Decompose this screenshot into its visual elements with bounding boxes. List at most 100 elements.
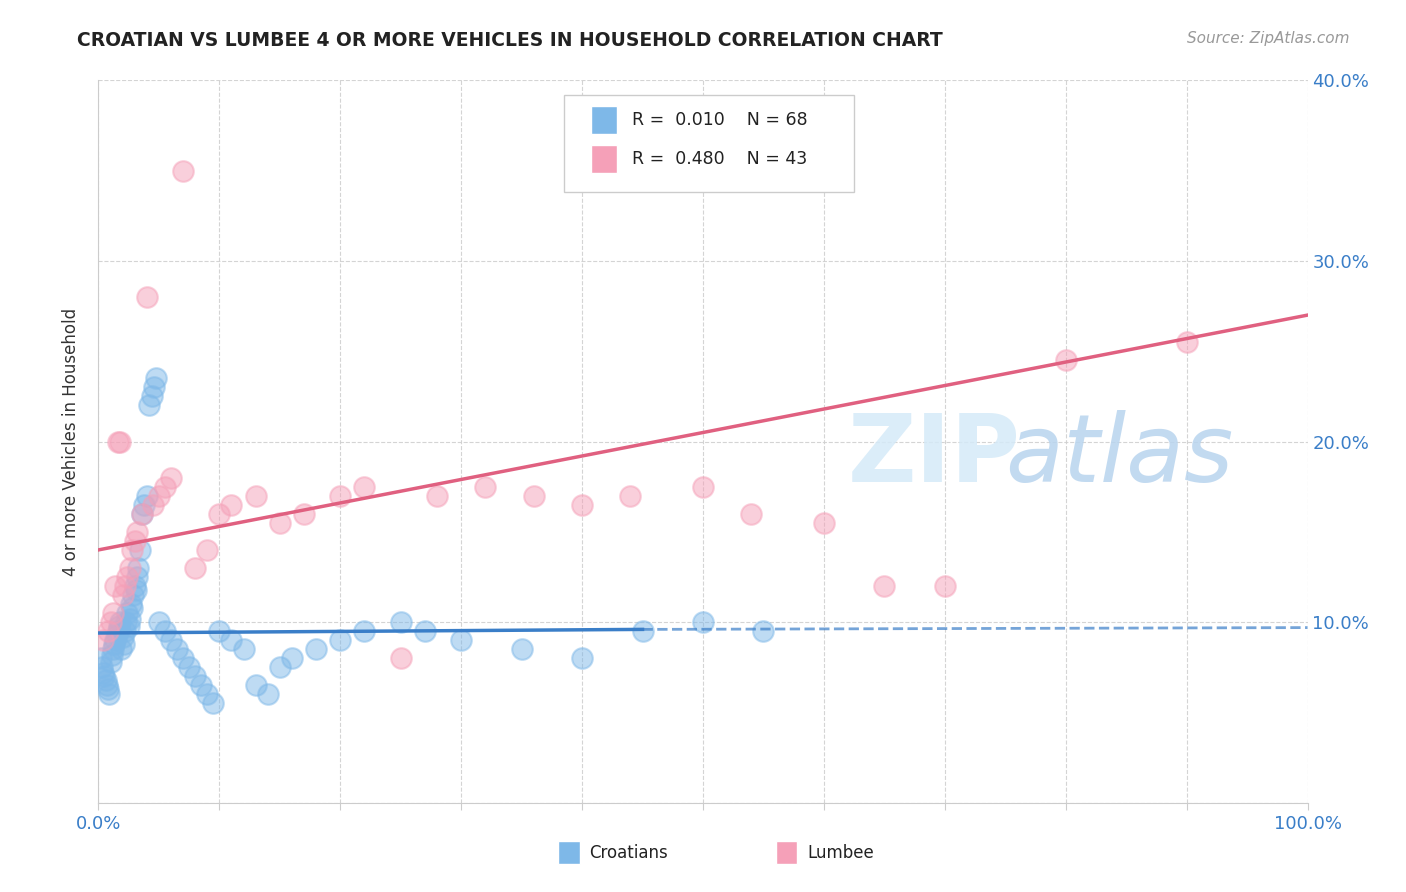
Point <box>97 624 120 639</box>
Point <box>100 655 122 669</box>
Point <box>103 637 125 651</box>
Point <box>153 480 176 494</box>
Point <box>353 480 375 494</box>
FancyBboxPatch shape <box>591 145 617 172</box>
Point <box>160 633 183 648</box>
Point <box>127 570 149 584</box>
Point <box>107 434 129 449</box>
Point <box>195 687 218 701</box>
Point <box>138 398 160 412</box>
Point <box>94 673 117 687</box>
Point <box>91 660 114 674</box>
Point <box>523 489 546 503</box>
Point <box>184 561 207 575</box>
Text: Source: ZipAtlas.com: Source: ZipAtlas.com <box>1187 31 1350 46</box>
Point <box>631 624 654 639</box>
Point <box>128 542 150 557</box>
Point <box>134 498 156 512</box>
Point <box>619 489 641 503</box>
Point <box>93 669 115 683</box>
Text: R =  0.010    N = 68: R = 0.010 N = 68 <box>631 111 807 128</box>
Point <box>269 660 291 674</box>
Text: R =  0.480    N = 43: R = 0.480 N = 43 <box>631 150 807 168</box>
Point <box>474 480 496 494</box>
Point <box>100 648 122 662</box>
Point <box>329 489 352 503</box>
Point <box>571 651 593 665</box>
Point <box>184 669 207 683</box>
Point <box>101 606 124 620</box>
Point <box>269 516 291 530</box>
Point <box>145 371 167 385</box>
Point <box>104 579 127 593</box>
Point <box>426 489 449 503</box>
Text: Croatians: Croatians <box>589 844 668 862</box>
Point <box>1054 353 1077 368</box>
Point <box>91 665 114 680</box>
Point <box>118 611 141 625</box>
Point <box>172 651 194 665</box>
Point <box>190 678 212 692</box>
Point <box>256 687 278 701</box>
Point <box>160 471 183 485</box>
Text: CROATIAN VS LUMBEE 4 OR MORE VEHICLES IN HOUSEHOLD CORRELATION CHART: CROATIAN VS LUMBEE 4 OR MORE VEHICLES IN… <box>77 31 943 50</box>
Point <box>97 681 120 696</box>
Point <box>101 642 124 657</box>
Point <box>108 615 131 630</box>
Point <box>934 579 956 593</box>
Point <box>873 579 896 593</box>
Point <box>131 507 153 521</box>
Point <box>121 542 143 557</box>
Point <box>124 533 146 548</box>
Point <box>692 615 714 630</box>
Point <box>100 615 122 630</box>
Point <box>389 615 412 630</box>
FancyBboxPatch shape <box>564 95 855 193</box>
Point <box>148 615 170 630</box>
Point <box>114 579 136 593</box>
Point <box>124 579 146 593</box>
Point <box>112 637 135 651</box>
Point <box>96 678 118 692</box>
Point <box>108 619 131 633</box>
Point <box>353 624 375 639</box>
Point <box>571 498 593 512</box>
Point <box>1175 335 1198 350</box>
Point <box>127 524 149 539</box>
Point <box>110 642 132 657</box>
Point <box>111 630 134 644</box>
Point <box>135 290 157 304</box>
Point <box>120 597 142 611</box>
FancyBboxPatch shape <box>591 106 617 134</box>
Point <box>118 561 141 575</box>
Point <box>329 633 352 648</box>
Point <box>305 642 328 657</box>
Point <box>142 498 165 512</box>
Text: atlas: atlas <box>1005 410 1233 501</box>
Point <box>127 561 149 575</box>
Point <box>111 588 134 602</box>
Point <box>131 507 153 521</box>
Point <box>232 642 254 657</box>
Point <box>143 380 166 394</box>
Point <box>208 624 231 639</box>
Point <box>692 480 714 494</box>
Point <box>91 633 114 648</box>
Point <box>292 507 315 521</box>
Point <box>118 619 141 633</box>
Point <box>245 678 267 692</box>
Text: Lumbee: Lumbee <box>807 844 873 862</box>
Point <box>195 542 218 557</box>
FancyBboxPatch shape <box>776 841 797 864</box>
Point <box>115 615 138 630</box>
Point <box>153 624 176 639</box>
Point <box>208 507 231 521</box>
Point <box>121 600 143 615</box>
Point <box>105 628 128 642</box>
Point <box>389 651 412 665</box>
Point <box>221 498 243 512</box>
FancyBboxPatch shape <box>558 841 579 864</box>
Point <box>450 633 472 648</box>
Point <box>117 570 139 584</box>
Point <box>510 642 533 657</box>
